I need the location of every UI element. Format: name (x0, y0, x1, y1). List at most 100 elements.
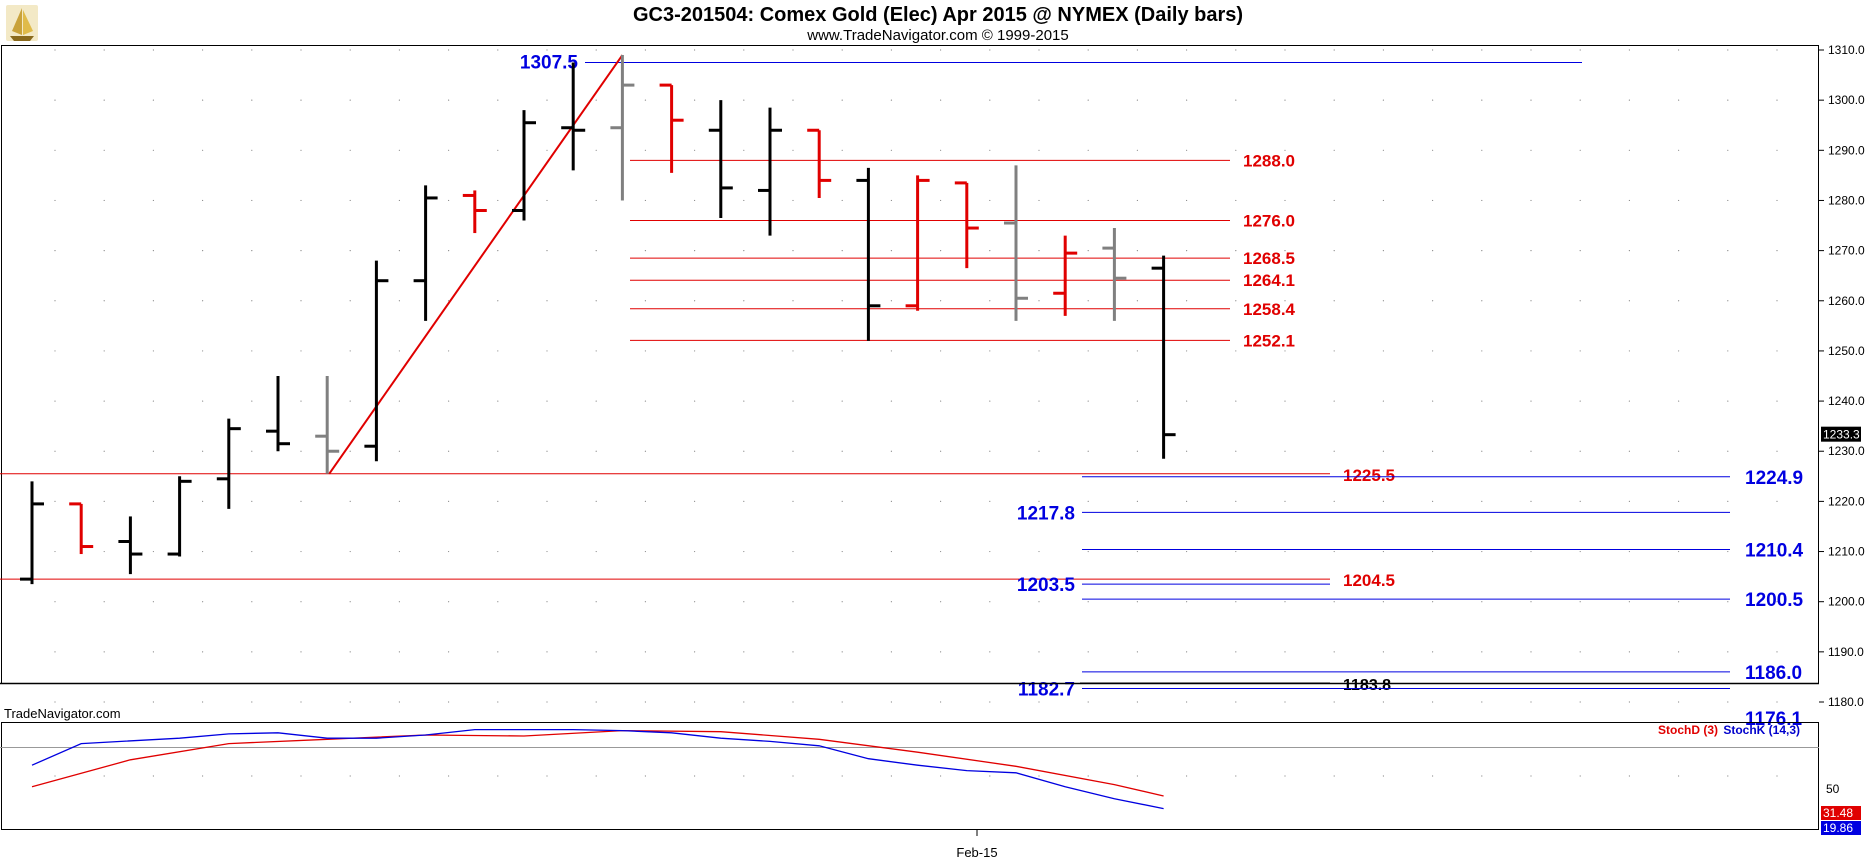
grid-dot (792, 450, 794, 452)
ohlc-bar (856, 167, 881, 341)
grid-dot (1235, 149, 1237, 151)
grid-dot (1776, 651, 1778, 653)
grid-dot (694, 149, 696, 151)
y-tick-label: 1190.0 (1828, 645, 1864, 659)
grid-dot (202, 149, 204, 151)
grid-dot (1776, 99, 1778, 101)
level-label: 1182.7 (1018, 679, 1075, 700)
ohlc-bar (413, 185, 438, 321)
grid-dot (1333, 701, 1335, 703)
grid-dot (1776, 350, 1778, 352)
level-label: 1225.5 (1343, 466, 1395, 485)
grid-dot (1727, 550, 1729, 553)
grid-dot (300, 651, 302, 653)
grid-dot (1481, 250, 1483, 252)
grid-dot (497, 601, 499, 603)
grid-dot (1579, 500, 1581, 502)
ohlc-bar (20, 481, 44, 585)
grid-dot (1038, 149, 1040, 151)
grid-dot (890, 400, 893, 402)
grid-dot (1087, 601, 1089, 603)
grid-dot (1432, 550, 1434, 553)
y-tick-label: 1250.0 (1828, 344, 1865, 358)
grid-dot (349, 400, 351, 402)
grid-dot (1038, 500, 1040, 502)
grid-dot (1186, 651, 1188, 653)
grid-dot (1432, 450, 1434, 452)
grid-dot (1628, 250, 1630, 252)
grid-dot (1530, 199, 1532, 202)
grid-dot (546, 300, 548, 302)
grid-dot (644, 99, 647, 101)
grid-dot (1628, 199, 1630, 202)
grid-dot (595, 199, 597, 202)
grid-dot (1776, 550, 1778, 553)
ohlc-bar (462, 190, 487, 234)
grid-dot (694, 450, 696, 452)
legend-stoch-k: StochK (14,3) (1723, 723, 1800, 737)
grid-dot (1038, 199, 1040, 202)
grid-dot (546, 775, 548, 777)
y-tick-label: 1230.0 (1828, 444, 1865, 458)
grid-dot (1776, 400, 1778, 402)
grid-dot (841, 300, 843, 302)
grid-dot (989, 250, 991, 252)
grid-dot (1087, 400, 1089, 402)
grid-dot (1727, 99, 1729, 101)
grid-dot (349, 701, 351, 703)
grid-dot (152, 350, 154, 352)
grid-dot (1530, 350, 1532, 352)
grid-dot (497, 500, 499, 502)
grid-dot (1333, 49, 1335, 51)
grid-dot (1628, 550, 1630, 553)
grid-dot (251, 450, 253, 452)
grid-dot (300, 400, 302, 402)
grid-dot (202, 701, 204, 703)
grid-dot (202, 500, 204, 502)
grid-dot (1284, 149, 1286, 151)
level-label: 1307.5 (520, 53, 579, 74)
grid-dot (1579, 701, 1581, 703)
grid-dot (1678, 199, 1680, 202)
grid-dot (1481, 49, 1483, 51)
legend-stoch-d: StochD (3) (1658, 723, 1718, 737)
grid-dot (448, 300, 450, 302)
grid-dot (792, 601, 794, 603)
grid-dot (1579, 350, 1581, 352)
grid-dot (890, 199, 893, 202)
ohlc-bar (266, 376, 290, 452)
grid-dot (1235, 250, 1237, 252)
grid-dot (251, 149, 253, 151)
grid-dot (1678, 601, 1680, 603)
grid-dot (940, 350, 942, 352)
grid-dot (743, 701, 745, 703)
grid-dot (497, 250, 499, 252)
grid-dot (1382, 350, 1384, 352)
grid-dot (1776, 775, 1778, 777)
stoch-k-line (31, 728, 1164, 810)
level-label: 1200.5 (1745, 590, 1804, 611)
grid-dot (644, 350, 647, 352)
grid-dot (1481, 99, 1483, 101)
grid-dot (743, 49, 745, 51)
grid-dot (989, 149, 991, 151)
grid-dot (1678, 701, 1680, 703)
grid-dot (1087, 775, 1089, 777)
grid-dot (792, 250, 794, 252)
grid-dot (1481, 199, 1483, 202)
grid-dot (54, 350, 56, 352)
ohlc-bar (1004, 165, 1028, 321)
grid-dot (103, 500, 105, 502)
y-tick-label: 1220.0 (1828, 494, 1865, 508)
grid-dot (644, 651, 647, 653)
grid-dot (1333, 149, 1335, 151)
grid-dot (349, 550, 351, 553)
y-tick-label: 1280.0 (1828, 193, 1865, 207)
grid-dot (694, 651, 696, 653)
grid-dot (1382, 400, 1384, 402)
grid-dot (448, 550, 450, 553)
grid-dot (644, 199, 647, 202)
grid-dot (1284, 99, 1286, 101)
grid-dot (890, 550, 893, 553)
y-tick-label: 1200.0 (1828, 595, 1865, 609)
